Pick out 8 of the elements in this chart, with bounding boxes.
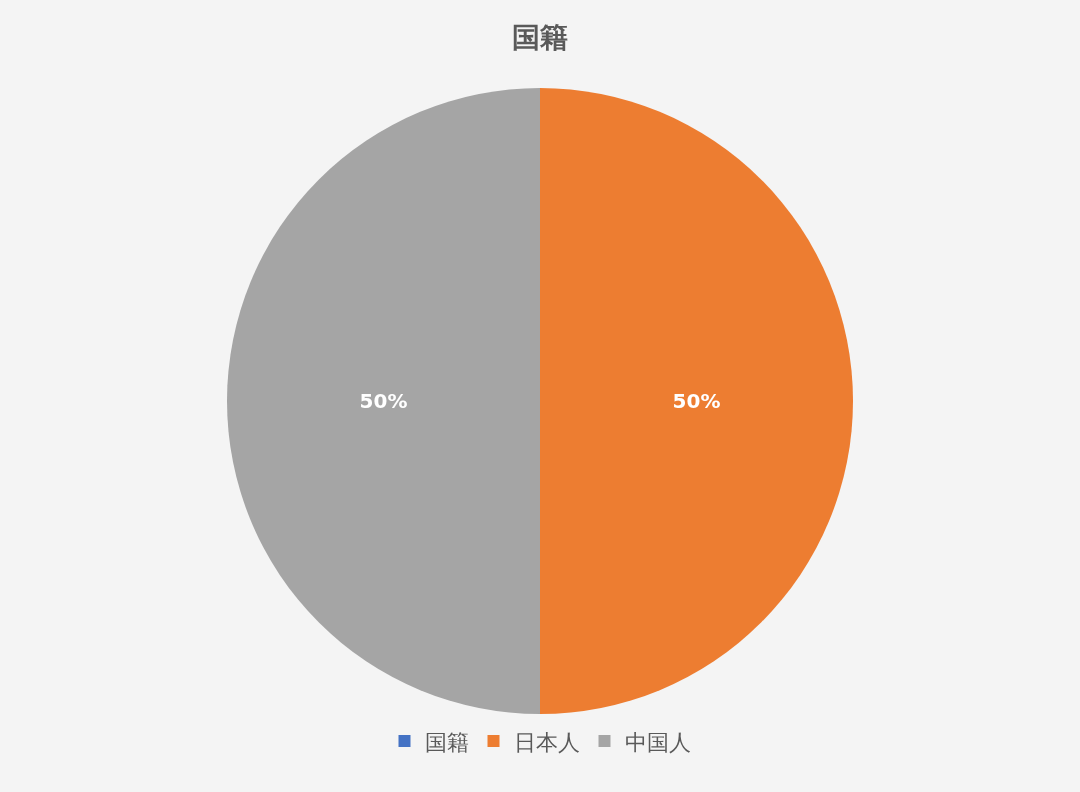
- pie-slice: [227, 88, 540, 714]
- pie-slice: [540, 88, 853, 714]
- legend-label: 日本人: [513, 729, 580, 755]
- legend-label: 中国人: [624, 729, 691, 755]
- chart-title: 国籍: [512, 21, 568, 55]
- data-label: 50%: [359, 389, 408, 413]
- legend-label: 国籍: [424, 729, 469, 755]
- data-label: 50%: [672, 389, 721, 413]
